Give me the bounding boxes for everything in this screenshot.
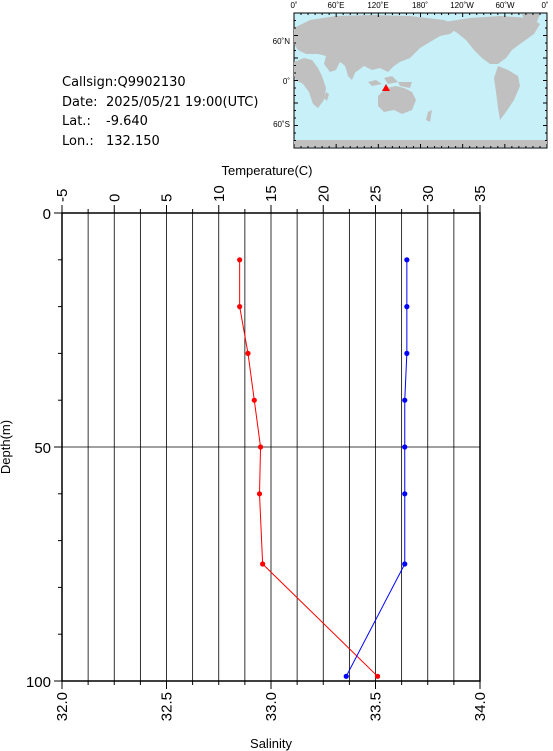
y-tick-label: 0 bbox=[43, 206, 51, 223]
salinity-line bbox=[345, 259, 408, 677]
map-lon-label: 60˚E bbox=[328, 1, 345, 10]
date-label: Date: bbox=[62, 95, 97, 110]
plot-grid bbox=[62, 213, 480, 681]
land-new-zealand bbox=[426, 110, 432, 122]
top-tick-label: 15 bbox=[263, 185, 280, 202]
temperature-point bbox=[237, 257, 243, 263]
land-antarctica bbox=[294, 140, 547, 147]
temperature-point bbox=[256, 491, 263, 497]
top-tick-label: 35 bbox=[472, 185, 489, 202]
date-value: 2025/05/21 19:00(UTC) bbox=[106, 95, 258, 110]
top-tick-label: 5 bbox=[159, 194, 176, 202]
callsign-label: Callsign: bbox=[62, 75, 118, 90]
land-indonesia bbox=[368, 76, 412, 88]
map-lon-label: 0˚ bbox=[541, 1, 548, 10]
land-eurasia bbox=[294, 15, 460, 72]
series-layer bbox=[237, 257, 410, 679]
top-tick-label: 20 bbox=[315, 185, 332, 202]
salinity-point bbox=[404, 350, 410, 356]
top-tick-label: 0 bbox=[106, 194, 123, 202]
map-lon-label: 0˚ bbox=[290, 1, 297, 10]
land-north-america bbox=[444, 16, 540, 64]
map-lon-label: 120˚E bbox=[367, 1, 388, 10]
land-south-america bbox=[494, 66, 520, 120]
temperature-point bbox=[251, 397, 257, 403]
y-axis-title: Depth(m) bbox=[0, 420, 13, 474]
salinity-point bbox=[402, 444, 408, 450]
land-australia bbox=[378, 86, 416, 114]
map-land bbox=[294, 14, 547, 147]
map-lat-label: 0˚ bbox=[283, 77, 290, 86]
salinity-point bbox=[402, 397, 408, 403]
map-lat-label: 60˚S bbox=[273, 120, 290, 129]
temperature-point bbox=[374, 673, 381, 679]
map-lon-label: 120˚W bbox=[450, 1, 474, 10]
temperature-point bbox=[237, 304, 243, 310]
lon-label: Lon.: bbox=[62, 134, 94, 149]
salinity-point bbox=[343, 673, 349, 679]
map-lon-label: 60˚W bbox=[495, 1, 515, 10]
bottom-tick-label: 33.0 bbox=[263, 692, 280, 721]
land-greenland bbox=[522, 14, 540, 24]
y-tick-label: 50 bbox=[34, 440, 51, 457]
temperature-point bbox=[260, 561, 266, 567]
salinity-point bbox=[404, 304, 410, 310]
top-tick-label: -5 bbox=[54, 189, 71, 202]
land-india bbox=[344, 62, 358, 80]
bottom-axis-title: Salinity bbox=[250, 736, 292, 751]
salinity-point bbox=[402, 561, 408, 567]
map-lat-label: 60˚N bbox=[273, 37, 291, 46]
top-tick-label: 30 bbox=[420, 185, 437, 202]
temperature-point bbox=[257, 444, 264, 450]
top-axis-title: Temperature(C) bbox=[221, 163, 312, 178]
station-info: Callsign:Q9902130 Date: 2025/05/21 19:00… bbox=[62, 75, 258, 149]
callsign-value: Q9902130 bbox=[118, 75, 186, 90]
lat-label: Lat.: bbox=[62, 114, 91, 129]
map-lon-label: 180˚ bbox=[412, 1, 428, 10]
map-top-labels: 0˚ 60˚E 120˚E 180˚ 120˚W 60˚W 0˚ bbox=[290, 1, 548, 10]
map-left-labels: 60˚N 0˚ 60˚S bbox=[273, 37, 291, 129]
temperature-point bbox=[245, 350, 251, 356]
land-arabia bbox=[324, 56, 340, 72]
y-tick-label: 100 bbox=[26, 674, 51, 691]
bottom-tick-label: 32.5 bbox=[159, 692, 176, 721]
land-japan bbox=[410, 38, 418, 50]
salinity-point bbox=[404, 257, 410, 263]
map-ticks bbox=[293, 12, 548, 149]
lat-value: -9.640 bbox=[106, 114, 148, 129]
top-tick-label: 10 bbox=[211, 185, 228, 202]
bottom-tick-label: 34.0 bbox=[472, 692, 489, 721]
lon-value: 132.150 bbox=[106, 134, 160, 149]
bottom-tick-label: 33.5 bbox=[368, 692, 385, 721]
land-madagascar bbox=[324, 92, 329, 101]
top-tick-label: 25 bbox=[368, 185, 385, 202]
temperature-line bbox=[239, 259, 378, 677]
callsign-line: Callsign:Q9902130 bbox=[62, 75, 186, 90]
salinity-point bbox=[402, 491, 408, 497]
location-map: 0˚ 60˚E 120˚E 180˚ 120˚W 60˚W 0˚ 60˚N 0˚… bbox=[273, 1, 549, 149]
station-marker-icon bbox=[382, 84, 390, 91]
land-africa bbox=[294, 58, 326, 108]
bottom-tick-label: 32.0 bbox=[54, 692, 71, 721]
